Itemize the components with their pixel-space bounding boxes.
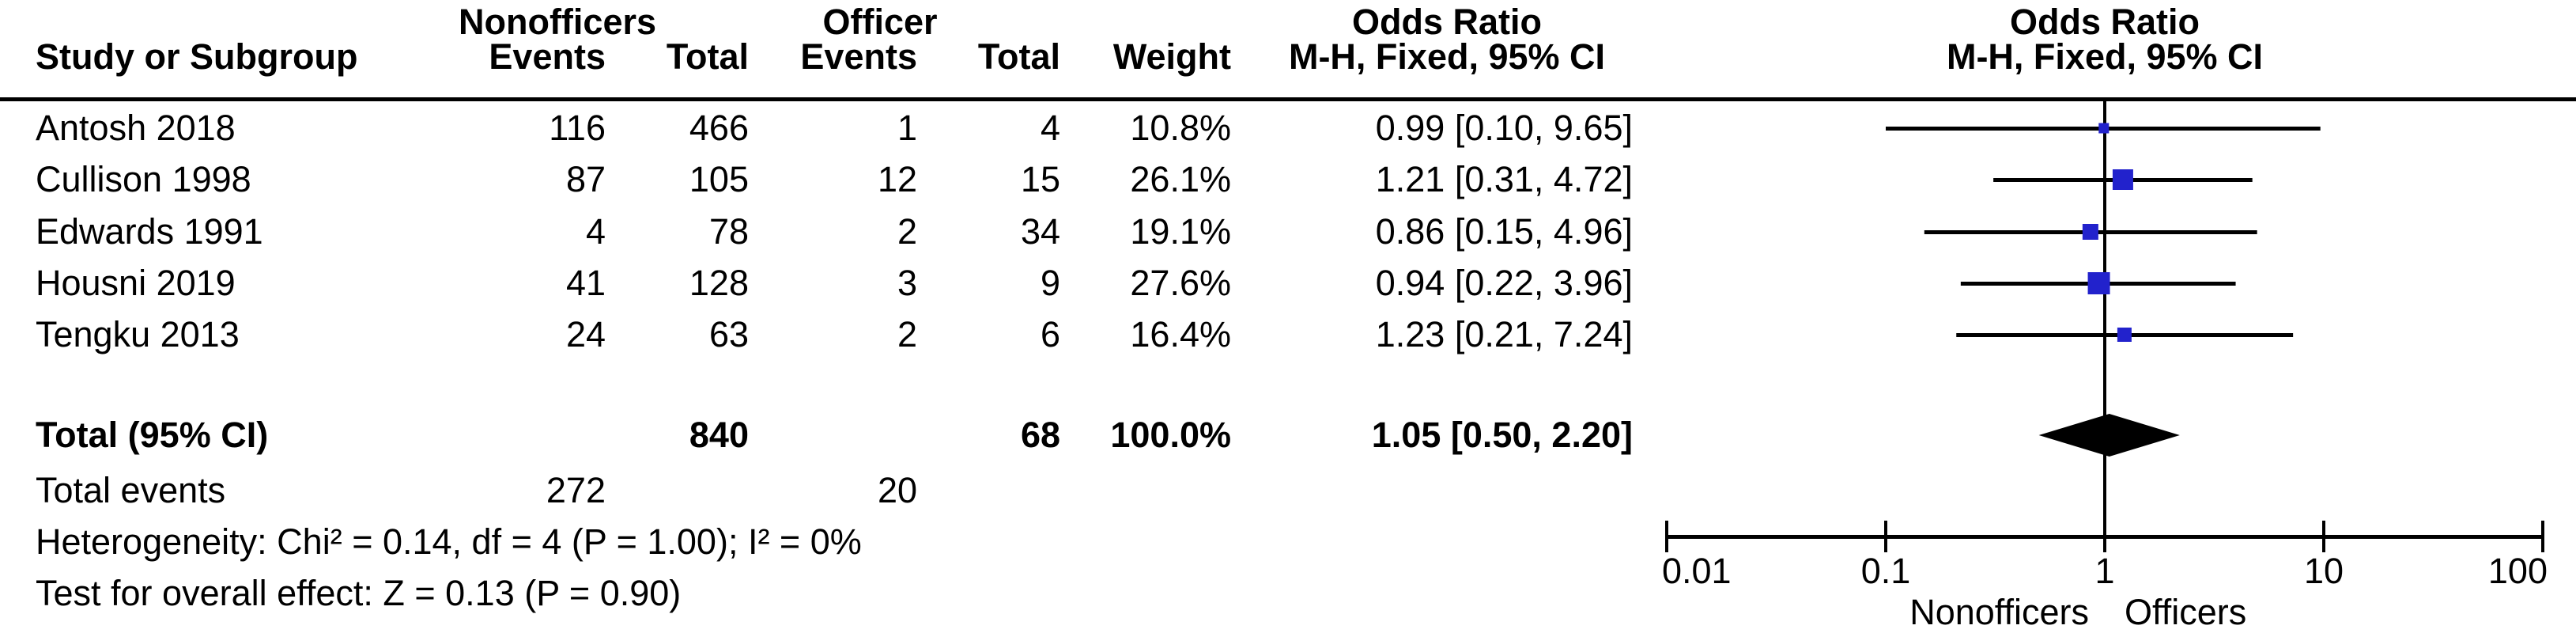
- total-events-nonofficers: 272: [546, 470, 606, 510]
- group-header-nonofficers: Nonofficers: [458, 2, 657, 42]
- cell-study: Edwards 1991: [36, 211, 263, 252]
- cell-officer-total: 15: [1020, 159, 1060, 199]
- total-row-weight: 100.0%: [1110, 415, 1231, 455]
- column-header-officer-total: Total: [977, 36, 1060, 77]
- effect-marker: [2117, 328, 2132, 342]
- cell-officer-events: 1: [897, 108, 917, 148]
- cell-or-ci: 1.23 [0.21, 7.24]: [1375, 314, 1633, 354]
- column-header-mh-fixed-text: M-H, Fixed, 95% CI: [1288, 36, 1606, 77]
- column-header-study: Study or Subgroup: [36, 36, 358, 77]
- total-row-label: Total (95% CI): [36, 415, 269, 455]
- group-header-officer: Officer: [822, 2, 938, 42]
- column-group-odds-ratio-text: Odds Ratio: [1351, 2, 1542, 42]
- column-header-weight: Weight: [1112, 36, 1231, 77]
- cell-nonofficers-events: 41: [565, 263, 606, 303]
- axis-favours-right-label: Officers: [2125, 592, 2246, 632]
- effect-marker: [2098, 123, 2110, 134]
- total-events-label: Total events: [36, 470, 226, 510]
- cell-weight: 27.6%: [1130, 263, 1231, 303]
- cell-weight: 19.1%: [1130, 211, 1231, 252]
- heterogeneity-stats: Heterogeneity: Chi² = 0.14, df = 4 (P = …: [36, 521, 862, 562]
- cell-nonofficers-total: 63: [708, 314, 749, 354]
- cell-nonofficers-total: 466: [689, 108, 749, 148]
- cell-or-ci: 0.99 [0.10, 9.65]: [1375, 108, 1633, 148]
- cell-study: Cullison 1998: [36, 159, 251, 199]
- effect-marker: [2082, 224, 2098, 240]
- axis-tick: [2541, 521, 2544, 552]
- axis-tick-label: 1: [2094, 551, 2114, 591]
- total-row-nonofficers-total: 840: [689, 415, 749, 455]
- overall-effect-stats: Test for overall effect: Z = 0.13 (P = 0…: [36, 573, 682, 613]
- axis-tick: [1665, 521, 1668, 552]
- column-header-officer-events: Events: [800, 36, 917, 77]
- axis-tick-label: 100: [2488, 551, 2548, 591]
- cell-officer-events: 3: [897, 263, 917, 303]
- total-row-officer-total: 68: [1020, 415, 1060, 455]
- axis-tick-label: 0.1: [1861, 551, 1911, 591]
- cell-weight: 26.1%: [1130, 159, 1231, 199]
- axis-tick: [2322, 521, 2325, 552]
- cell-nonofficers-events: 4: [585, 211, 606, 252]
- cell-officer-total: 34: [1020, 211, 1060, 252]
- axis-tick: [1884, 521, 1887, 552]
- total-row-or-ci: 1.05 [0.50, 2.20]: [1371, 415, 1633, 455]
- cell-officer-events: 2: [897, 211, 917, 252]
- cell-weight: 10.8%: [1130, 108, 1231, 148]
- cell-officer-total: 9: [1040, 263, 1060, 303]
- cell-officer-events: 12: [877, 159, 917, 199]
- total-events-officer: 20: [877, 470, 917, 510]
- axis-tick: [2103, 521, 2106, 552]
- cell-nonofficers-events: 116: [549, 108, 606, 148]
- axis-tick-label: 0.01: [1662, 551, 1732, 591]
- effect-marker: [2112, 169, 2133, 190]
- effect-marker: [2087, 272, 2110, 294]
- header-rule: [0, 97, 2576, 101]
- cell-officer-total: 4: [1040, 108, 1060, 148]
- cell-nonofficers-total: 105: [689, 159, 749, 199]
- axis-tick-label: 10: [2304, 551, 2344, 591]
- cell-officer-events: 2: [897, 314, 917, 354]
- cell-or-ci: 1.21 [0.31, 4.72]: [1375, 159, 1633, 199]
- cell-nonofficers-events: 87: [565, 159, 606, 199]
- column-header-nonofficers-total: Total: [666, 36, 749, 77]
- cell-nonofficers-total: 128: [689, 263, 749, 303]
- cell-study: Antosh 2018: [36, 108, 236, 148]
- cell-nonofficers-events: 24: [565, 314, 606, 354]
- cell-study: Housni 2019: [36, 263, 236, 303]
- cell-or-ci: 0.86 [0.15, 4.96]: [1375, 211, 1633, 252]
- axis-favours-left-label: Nonofficers: [1909, 592, 2089, 632]
- column-header-nonofficers-events: Events: [489, 36, 606, 77]
- null-effect-line: [2103, 99, 2106, 538]
- plot-header-mh-fixed: M-H, Fixed, 95% CI: [1946, 36, 2264, 77]
- cell-study: Tengku 2013: [36, 314, 240, 354]
- cell-nonofficers-total: 78: [708, 211, 749, 252]
- cell-or-ci: 0.94 [0.22, 3.96]: [1375, 263, 1633, 303]
- cell-officer-total: 6: [1040, 314, 1060, 354]
- cell-weight: 16.4%: [1130, 314, 1231, 354]
- plot-header-odds-ratio: Odds Ratio: [2009, 2, 2200, 42]
- pooled-diamond: [2038, 414, 2180, 457]
